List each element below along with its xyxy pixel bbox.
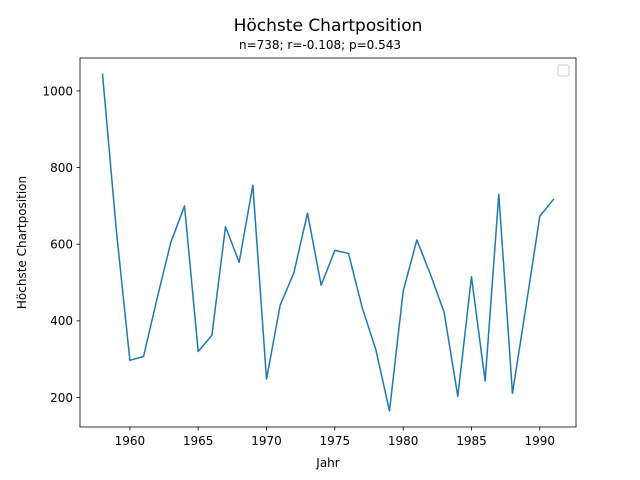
y-tick-label: 600: [50, 238, 73, 252]
y-axis-label: Höchste Chartposition: [15, 176, 29, 309]
chart-title: Höchste Chartposition: [234, 16, 423, 36]
x-axis: 1960 1965 1970 1975 1980 1985 1990: [115, 427, 555, 448]
x-axis-label: Jahr: [315, 456, 339, 470]
x-tick-label: 1980: [388, 434, 419, 448]
series-line: [101, 73, 555, 412]
x-tick-label: 1965: [183, 434, 214, 448]
plot-area: [101, 73, 555, 412]
x-tick-label: 1990: [525, 434, 556, 448]
chart-subtitle: n=738; r=-0.108; p=0.543: [239, 38, 401, 52]
y-axis: 200 400 600 800 1000: [42, 84, 80, 405]
x-tick-label: 1960: [115, 434, 146, 448]
y-tick-label: 200: [50, 391, 73, 405]
y-tick-label: 800: [50, 161, 73, 175]
y-tick-label: 400: [50, 314, 73, 328]
legend-box: [557, 64, 570, 77]
x-tick-label: 1985: [456, 434, 487, 448]
x-tick-label: 1970: [251, 434, 282, 448]
x-tick-label: 1975: [320, 434, 351, 448]
axes-frame: [79, 57, 577, 428]
y-tick-label: 1000: [42, 84, 73, 98]
